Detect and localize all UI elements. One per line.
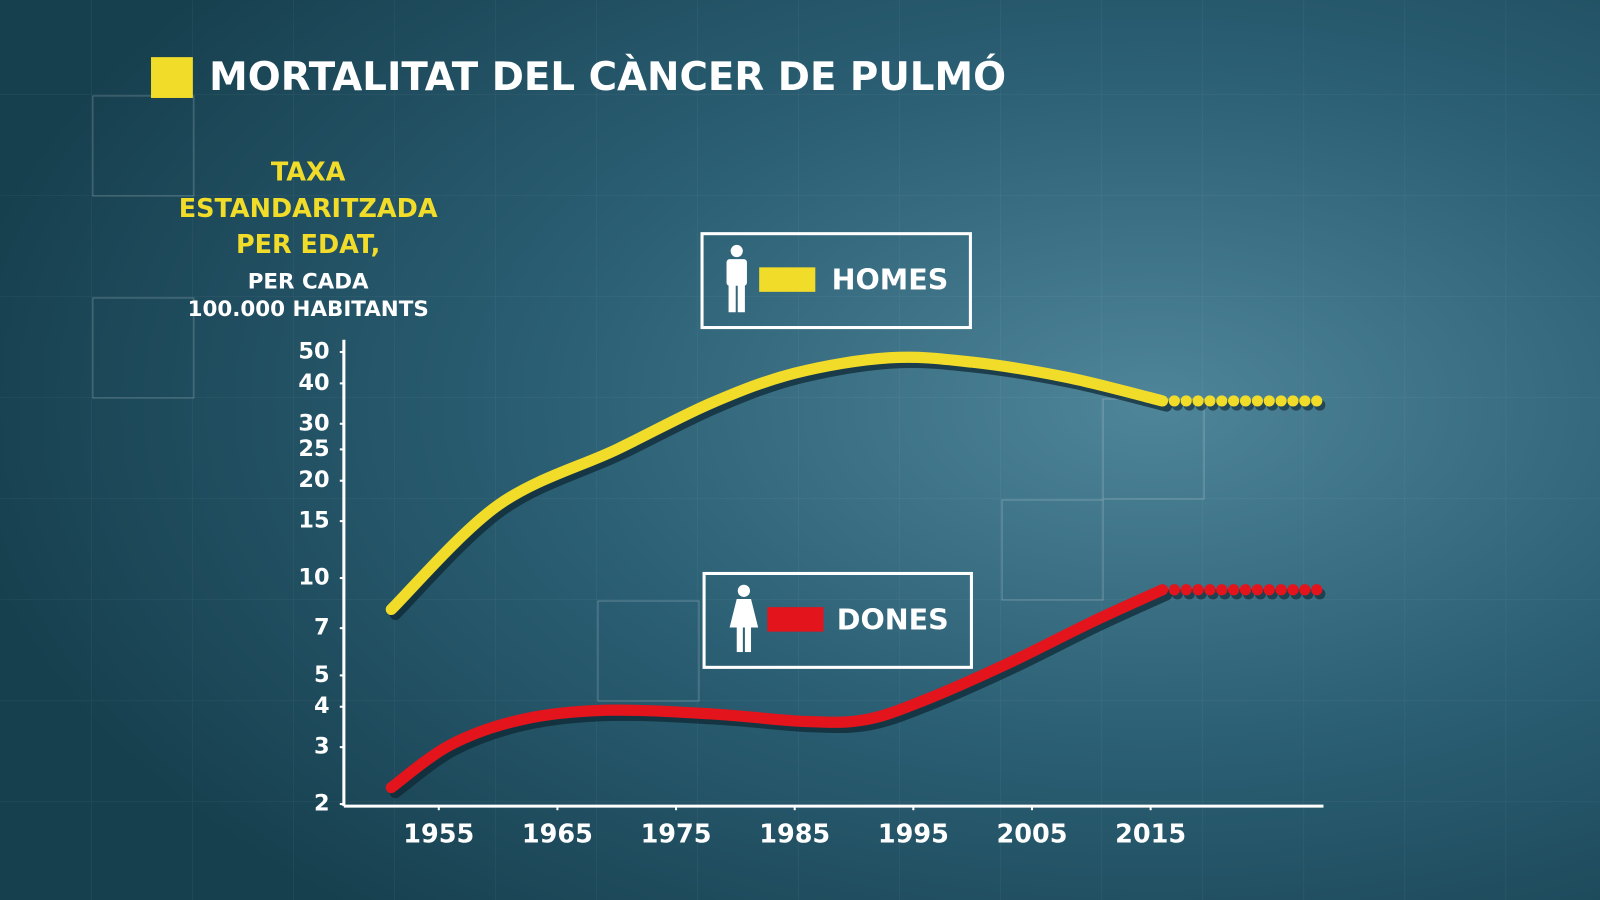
projection-point: [1180, 584, 1192, 596]
projection-point: [1168, 395, 1180, 407]
projection-point: [1299, 584, 1311, 596]
projection-point: [1251, 584, 1264, 596]
projection-point: [1216, 395, 1228, 407]
y-tick-label: 40: [298, 370, 329, 396]
projection-point: [1311, 584, 1323, 596]
projection-point: [1263, 395, 1275, 407]
y-tick-label: 4: [314, 693, 330, 719]
projection-point: [1263, 584, 1275, 596]
decor-boxes: [92, 95, 1205, 702]
projection-point: [1168, 584, 1180, 596]
legend-label: HOMES: [832, 263, 949, 297]
y-tick-label: 2: [314, 791, 330, 817]
y-tick-label: 3: [314, 734, 330, 760]
projection-point: [1287, 395, 1299, 407]
y-tick-label: 20: [298, 467, 329, 493]
y-axis-label: ESTANDARITZADA: [179, 194, 438, 224]
projection-point: [1192, 584, 1204, 596]
y-tick-label: 5: [314, 662, 330, 688]
projection-point: [1204, 584, 1216, 596]
y-tick-label: 30: [298, 410, 329, 436]
projection-point: [1275, 395, 1287, 407]
series: [385, 584, 1326, 799]
projection-point: [1216, 584, 1228, 596]
legend-item: HOMES: [700, 232, 972, 330]
y-tick-label: 15: [298, 508, 329, 534]
data-line: [385, 351, 1169, 616]
projection-point: [1239, 584, 1252, 596]
projection-point: [1228, 584, 1240, 596]
projection-point: [1251, 395, 1264, 407]
legend-swatch: [759, 267, 816, 292]
woman-icon: [729, 584, 759, 653]
x-tick-label: 1975: [641, 820, 712, 850]
legend: HOMES DONES: [700, 232, 973, 669]
projection-point: [1192, 395, 1204, 407]
x-tick-label: 1965: [522, 820, 593, 850]
y-tick-label: 25: [298, 436, 329, 462]
y-axis-note: 100.000 HABITANTS: [188, 297, 429, 322]
man-icon: [726, 244, 747, 313]
chart-title: MORTALITAT DEL CÀNCER DE PULMÓ: [209, 53, 1006, 100]
y-axis-label: PER EDAT,: [236, 230, 380, 260]
y-tick-label: 50: [298, 339, 329, 365]
projection-point: [1299, 395, 1311, 407]
legend-swatch: [767, 607, 824, 632]
projection-point: [1311, 395, 1323, 407]
x-tick-label: 1985: [759, 820, 830, 850]
series: [385, 351, 1326, 621]
legend-label: DONES: [837, 602, 949, 636]
x-tick-label: 1955: [403, 820, 474, 850]
y-tick-label: 7: [314, 615, 330, 641]
y-axis-label: TAXA: [271, 157, 346, 187]
projection-point: [1275, 584, 1287, 596]
title-marker: [151, 57, 193, 98]
projection-point: [1239, 395, 1252, 407]
projection-point: [1180, 395, 1192, 407]
projection-point: [1287, 584, 1299, 596]
x-tick-label: 2015: [1115, 820, 1186, 850]
data-line: [385, 584, 1169, 794]
y-tick-label: 10: [298, 565, 329, 591]
projection-point: [1204, 395, 1216, 407]
legend-item: DONES: [702, 571, 973, 669]
y-axis-note: PER CADA: [248, 270, 369, 295]
projection-point: [1228, 395, 1240, 407]
x-tick-label: 2005: [996, 820, 1067, 850]
x-tick-label: 1995: [878, 820, 949, 850]
